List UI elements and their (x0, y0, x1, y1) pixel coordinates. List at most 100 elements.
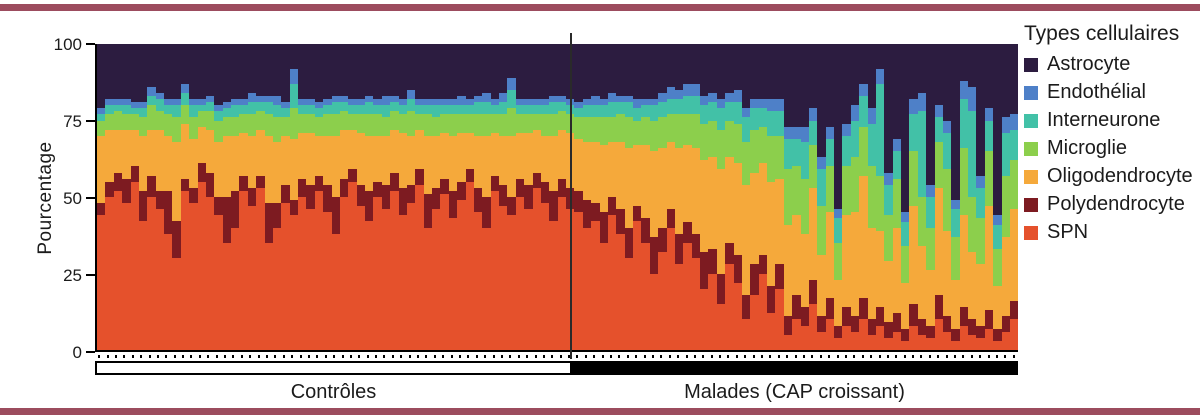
x-tick (515, 355, 523, 358)
bar-segment-polydendrocyte (708, 249, 717, 274)
bar-segment-astrocyte (365, 44, 374, 97)
bar-segment-interneurone (633, 108, 642, 121)
bar-segment-interneurone (373, 105, 382, 115)
legend-item-interneurone: Interneurone (1024, 109, 1193, 131)
bar-segment-endothe-lial (138, 102, 148, 109)
bar-segment-spn (306, 209, 315, 350)
bar-segment-endothe-lial (105, 99, 114, 106)
bar-segment-astrocyte (298, 44, 307, 100)
bar-segment-endothe-lial (825, 126, 834, 139)
bar-segment-endothe-lial (859, 83, 868, 97)
bar-segment-endothe-lial (524, 99, 533, 106)
bar-segment-endothe-lial (750, 99, 759, 109)
bar-segment-polydendrocyte (976, 325, 985, 338)
stacked-bar (281, 44, 290, 350)
bar-segment-spn (951, 340, 960, 350)
bar-segment-oligodendrocyte (725, 157, 734, 243)
bar-segment-interneurone (440, 105, 449, 115)
bar-segment-astrocyte (574, 44, 583, 103)
x-tick (246, 355, 254, 358)
bar-segment-spn (298, 197, 307, 350)
bar-segment-polydendrocyte (616, 209, 625, 234)
x-tick (708, 355, 716, 358)
bar-segment-polydendrocyte (122, 178, 131, 204)
stacked-bar (574, 44, 583, 350)
bar-segment-spn (884, 337, 893, 350)
bar-segment-microglie (549, 114, 558, 136)
bar-segment-polydendrocyte (222, 197, 231, 243)
bar-segment-endothe-lial (197, 99, 206, 106)
bar-segment-interneurone (641, 105, 650, 118)
bar-segment-spn (122, 203, 131, 350)
bar-segment-interneurone (281, 108, 290, 118)
bar-segment-astrocyte (599, 44, 608, 100)
bar-segment-endothe-lial (691, 83, 700, 97)
bar-segment-astrocyte (390, 44, 399, 97)
stacked-bar (993, 44, 1002, 350)
x-tick (833, 355, 841, 358)
bar-segment-interneurone (97, 114, 106, 121)
bar-segment-astrocyte (524, 44, 533, 100)
x-tick (565, 355, 573, 358)
bar-segment-polydendrocyte (365, 190, 374, 222)
bar-segment-interneurone (214, 111, 223, 121)
x-tick (464, 355, 472, 358)
bar-segment-astrocyte (256, 44, 265, 97)
x-tick (296, 355, 304, 358)
bar-segment-astrocyte (155, 44, 164, 93)
bar-segment-polydendrocyte (356, 184, 365, 207)
bar-segment-oligodendrocyte (306, 132, 315, 185)
bar-segment-interneurone (842, 135, 851, 167)
bar-segment-interneurone (725, 102, 734, 121)
x-tick (489, 355, 497, 358)
bar-segment-polydendrocyte (892, 313, 901, 332)
x-tick (204, 355, 212, 358)
bar-segment-spn (599, 242, 608, 350)
bar-segment-microglie (499, 114, 508, 136)
bar-segment-microglie (574, 117, 583, 139)
bar-segment-interneurone (264, 102, 273, 115)
bar-segment-microglie (239, 114, 248, 133)
bar-segment-oligodendrocyte (339, 129, 349, 179)
bar-segment-endothe-lial (942, 120, 952, 133)
bar-segment-astrocyte (917, 44, 927, 93)
bar-segment-endothe-lial (264, 96, 273, 103)
bar-segment-oligodendrocyte (767, 181, 776, 286)
stacked-bar (700, 44, 709, 350)
bar-segment-microglie (750, 129, 759, 173)
stacked-bar (976, 44, 985, 350)
x-tick (498, 355, 506, 358)
bar-segment-astrocyte (331, 44, 340, 97)
bar-segment-polydendrocyte (390, 172, 399, 191)
bar-segment-endothe-lial (683, 83, 692, 97)
bar-segment-endothe-lial (783, 126, 793, 139)
bar-segment-endothe-lial (926, 184, 935, 198)
stacked-bar (1001, 44, 1010, 350)
bar-segment-endothe-lial (959, 80, 968, 100)
bar-segment-endothe-lial (708, 92, 717, 103)
bar-segment-microglie (189, 117, 198, 139)
bar-segment-polydendrocyte (406, 184, 416, 204)
bar-segment-interneurone (1001, 132, 1010, 176)
bar-segment-microglie (331, 114, 340, 136)
bar-segment-spn (97, 215, 106, 350)
bar-segment-microglie (968, 197, 977, 253)
stacked-bar (473, 44, 483, 350)
stacked-bar (557, 44, 566, 350)
bar-segment-polydendrocyte (348, 169, 357, 182)
bar-segment-polydendrocyte (582, 200, 592, 228)
bar-segment-astrocyte (607, 44, 617, 93)
stacked-bar (180, 44, 190, 350)
bar-segment-microglie (859, 126, 868, 176)
bar-segment-spn (256, 187, 265, 350)
bar-segment-astrocyte (582, 44, 592, 100)
bar-segment-endothe-lial (222, 102, 231, 109)
bar-segment-endothe-lial (850, 105, 860, 121)
stacked-bar (624, 44, 633, 350)
stacked-bar (808, 44, 818, 350)
bar-segment-polydendrocyte (289, 200, 298, 216)
bar-segment-microglie (256, 111, 265, 130)
bar-segment-microglie (792, 166, 801, 216)
bar-segment-astrocyte (306, 44, 315, 100)
stacked-bar (499, 44, 508, 350)
